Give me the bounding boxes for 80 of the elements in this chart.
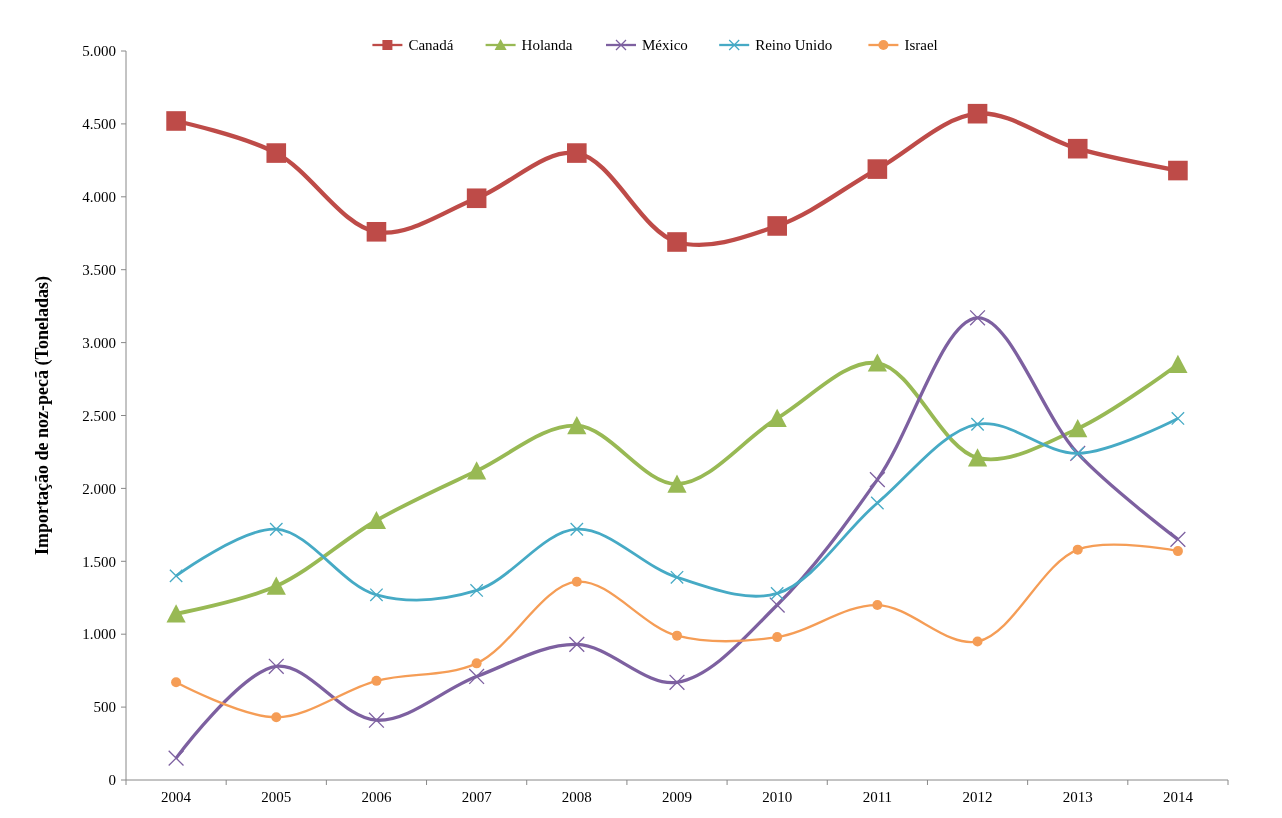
point <box>1068 419 1088 438</box>
y-tick-label: 4.500 <box>82 116 116 133</box>
point <box>770 586 785 601</box>
point <box>469 583 484 598</box>
point <box>967 448 988 467</box>
legend-label: Israel <box>904 37 938 54</box>
x-tick-label: 2004 <box>161 789 192 805</box>
x-tick-label: 2013 <box>1062 789 1093 805</box>
point <box>667 474 687 493</box>
legend-label: Holanda <box>521 37 573 54</box>
y-tick-label: 1.000 <box>82 626 116 643</box>
y-tick-label: 4.000 <box>82 189 116 206</box>
point <box>670 570 684 585</box>
point <box>171 677 182 688</box>
point <box>1067 138 1088 159</box>
y-tick-label: 2.500 <box>82 407 116 424</box>
point <box>168 750 185 767</box>
point <box>369 587 384 602</box>
x-tick-label: 2011 <box>862 789 893 805</box>
point <box>1172 546 1183 557</box>
x-tick-label: 2014 <box>1162 789 1194 805</box>
point <box>1168 160 1188 181</box>
y-axis-title: Importação de noz-pecã (Toneladas) <box>32 276 53 555</box>
point <box>772 632 783 643</box>
point <box>872 600 883 611</box>
point <box>972 636 983 647</box>
x-tick-label: 2009 <box>662 789 692 805</box>
point <box>371 675 382 686</box>
point <box>767 408 787 428</box>
point <box>567 416 587 435</box>
point <box>269 522 284 537</box>
y-tick-label: 1.500 <box>82 553 116 570</box>
point <box>870 496 885 510</box>
point <box>667 232 687 252</box>
point <box>672 630 682 641</box>
point <box>571 576 582 587</box>
point <box>468 668 485 685</box>
point <box>271 712 282 723</box>
x-tick-label: 2008 <box>561 789 592 805</box>
point <box>668 674 686 691</box>
point <box>467 461 487 480</box>
x-tick-label: 2007 <box>461 789 493 805</box>
point <box>568 636 585 653</box>
point <box>969 309 986 326</box>
x-tick-label: 2012 <box>962 789 993 805</box>
point <box>1072 544 1083 555</box>
legend-label: Canadá <box>408 37 454 54</box>
point <box>767 216 787 236</box>
point <box>569 522 584 537</box>
point <box>1169 531 1186 548</box>
point <box>970 417 985 432</box>
point <box>869 471 886 488</box>
y-tick-label: 0 <box>108 772 116 789</box>
point <box>867 159 888 179</box>
y-tick-label: 500 <box>93 699 116 716</box>
point <box>867 353 887 372</box>
point <box>967 103 988 124</box>
point <box>466 188 487 209</box>
y-tick-label: 2.000 <box>82 480 116 497</box>
point <box>166 604 186 623</box>
point <box>266 143 287 163</box>
legend-label: Reino Unido <box>755 37 833 54</box>
x-tick-label: 2005 <box>261 789 292 805</box>
point <box>1168 354 1188 374</box>
legend-label: México <box>642 37 688 54</box>
point <box>471 658 482 669</box>
y-tick-label: 3.000 <box>82 334 116 351</box>
point <box>169 569 183 583</box>
point <box>366 510 387 530</box>
point <box>366 221 387 242</box>
y-tick-label: 5.000 <box>82 43 116 60</box>
point <box>266 576 286 595</box>
point <box>567 143 587 163</box>
y-tick-label: 3.500 <box>82 261 116 278</box>
point <box>1171 411 1185 426</box>
x-tick-label: 2010 <box>762 789 793 805</box>
x-tick-label: 2006 <box>361 789 392 805</box>
point <box>268 658 285 675</box>
point <box>166 111 186 131</box>
point <box>368 712 385 729</box>
